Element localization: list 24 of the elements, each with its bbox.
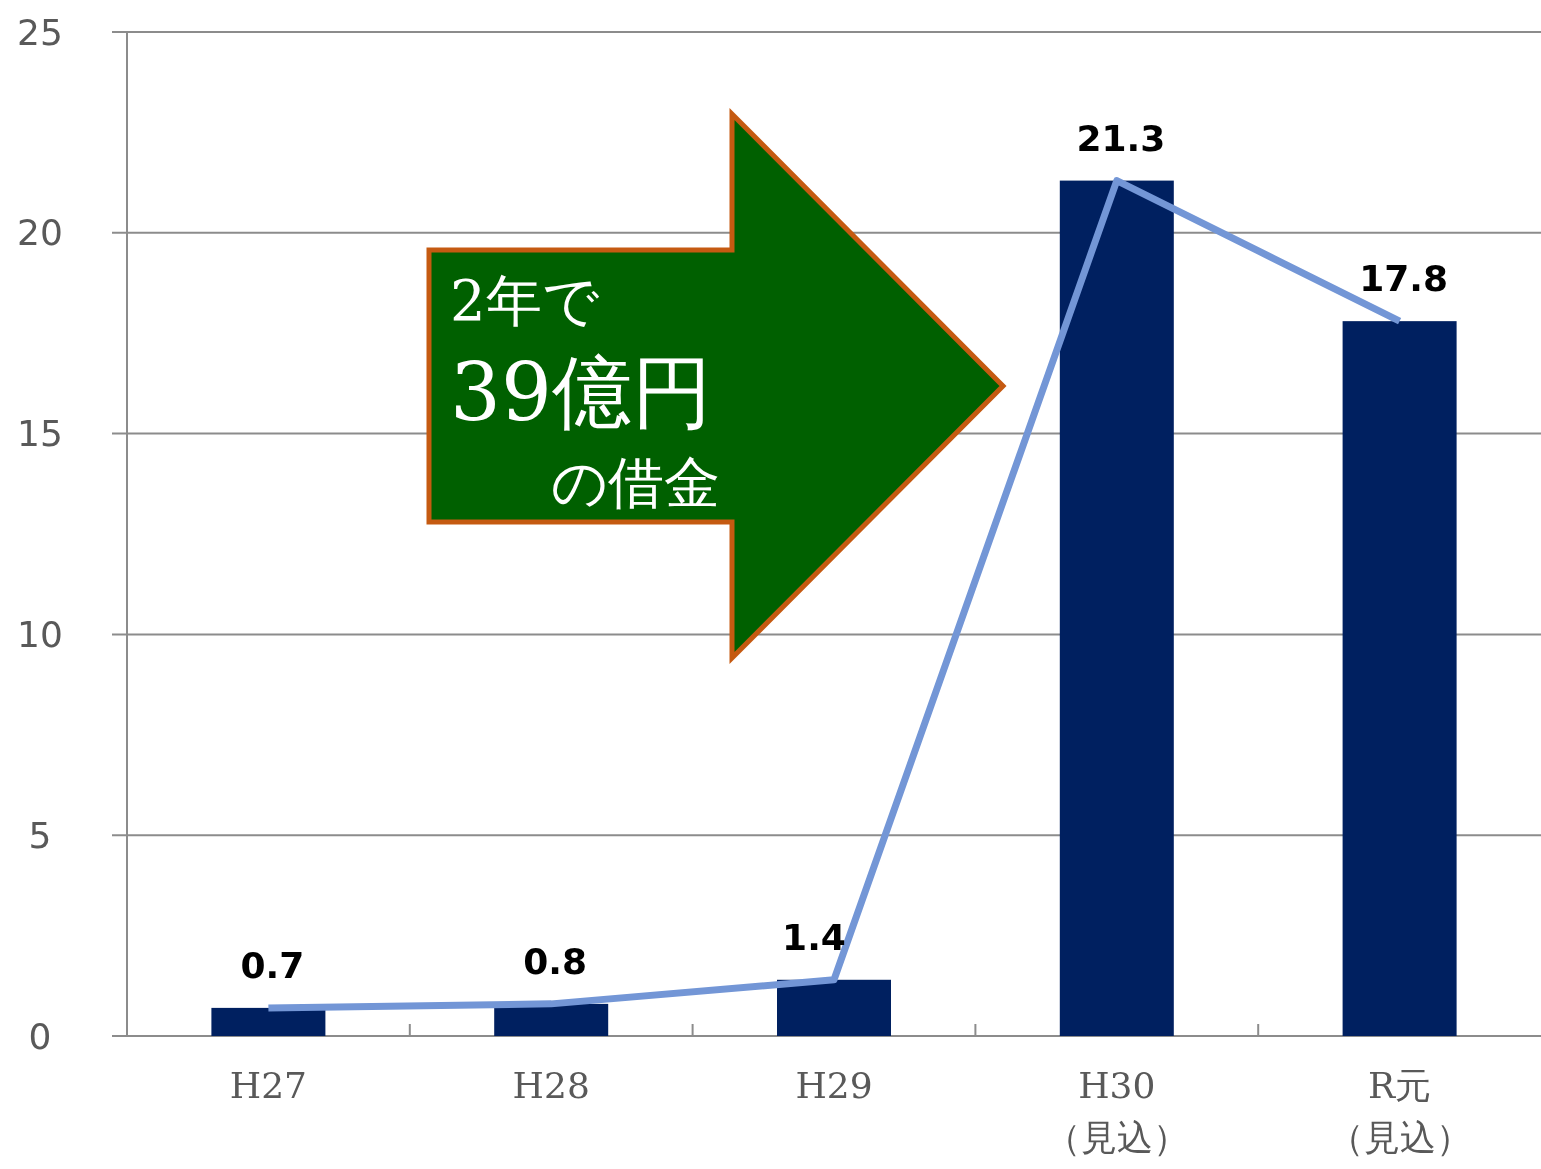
y-tick-label: 0 [28, 1015, 52, 1057]
y-tick-label: 10 [17, 614, 63, 655]
annotation: 39億円 [450, 346, 712, 439]
annotation: 2年で [450, 268, 600, 333]
y-tick-label: 15 [17, 413, 63, 455]
y-tick-label: 20 [17, 212, 63, 254]
bar [1059, 180, 1174, 1036]
x-tick-label: R元（見込） [1327, 1065, 1472, 1158]
x-tick-label: H30（見込） [1044, 1065, 1189, 1158]
data-label: 0.8 [523, 940, 588, 982]
x-tick-label: H27 [229, 1065, 307, 1106]
data-label: 1.4 [782, 916, 846, 958]
bar [1342, 321, 1457, 1036]
bar [211, 1007, 326, 1036]
bar [494, 1003, 609, 1036]
y-tick-label: 5 [28, 814, 52, 856]
data-label: 21.3 [1076, 117, 1166, 159]
x-tick-label: H28 [512, 1065, 590, 1106]
data-label: 0.7 [240, 944, 305, 986]
annotation: の借金 [551, 450, 720, 515]
x-tick-label: H29 [795, 1065, 873, 1106]
y-tick-label: 25 [17, 11, 63, 53]
data-label: 17.8 [1359, 258, 1449, 300]
bar [777, 979, 891, 1036]
